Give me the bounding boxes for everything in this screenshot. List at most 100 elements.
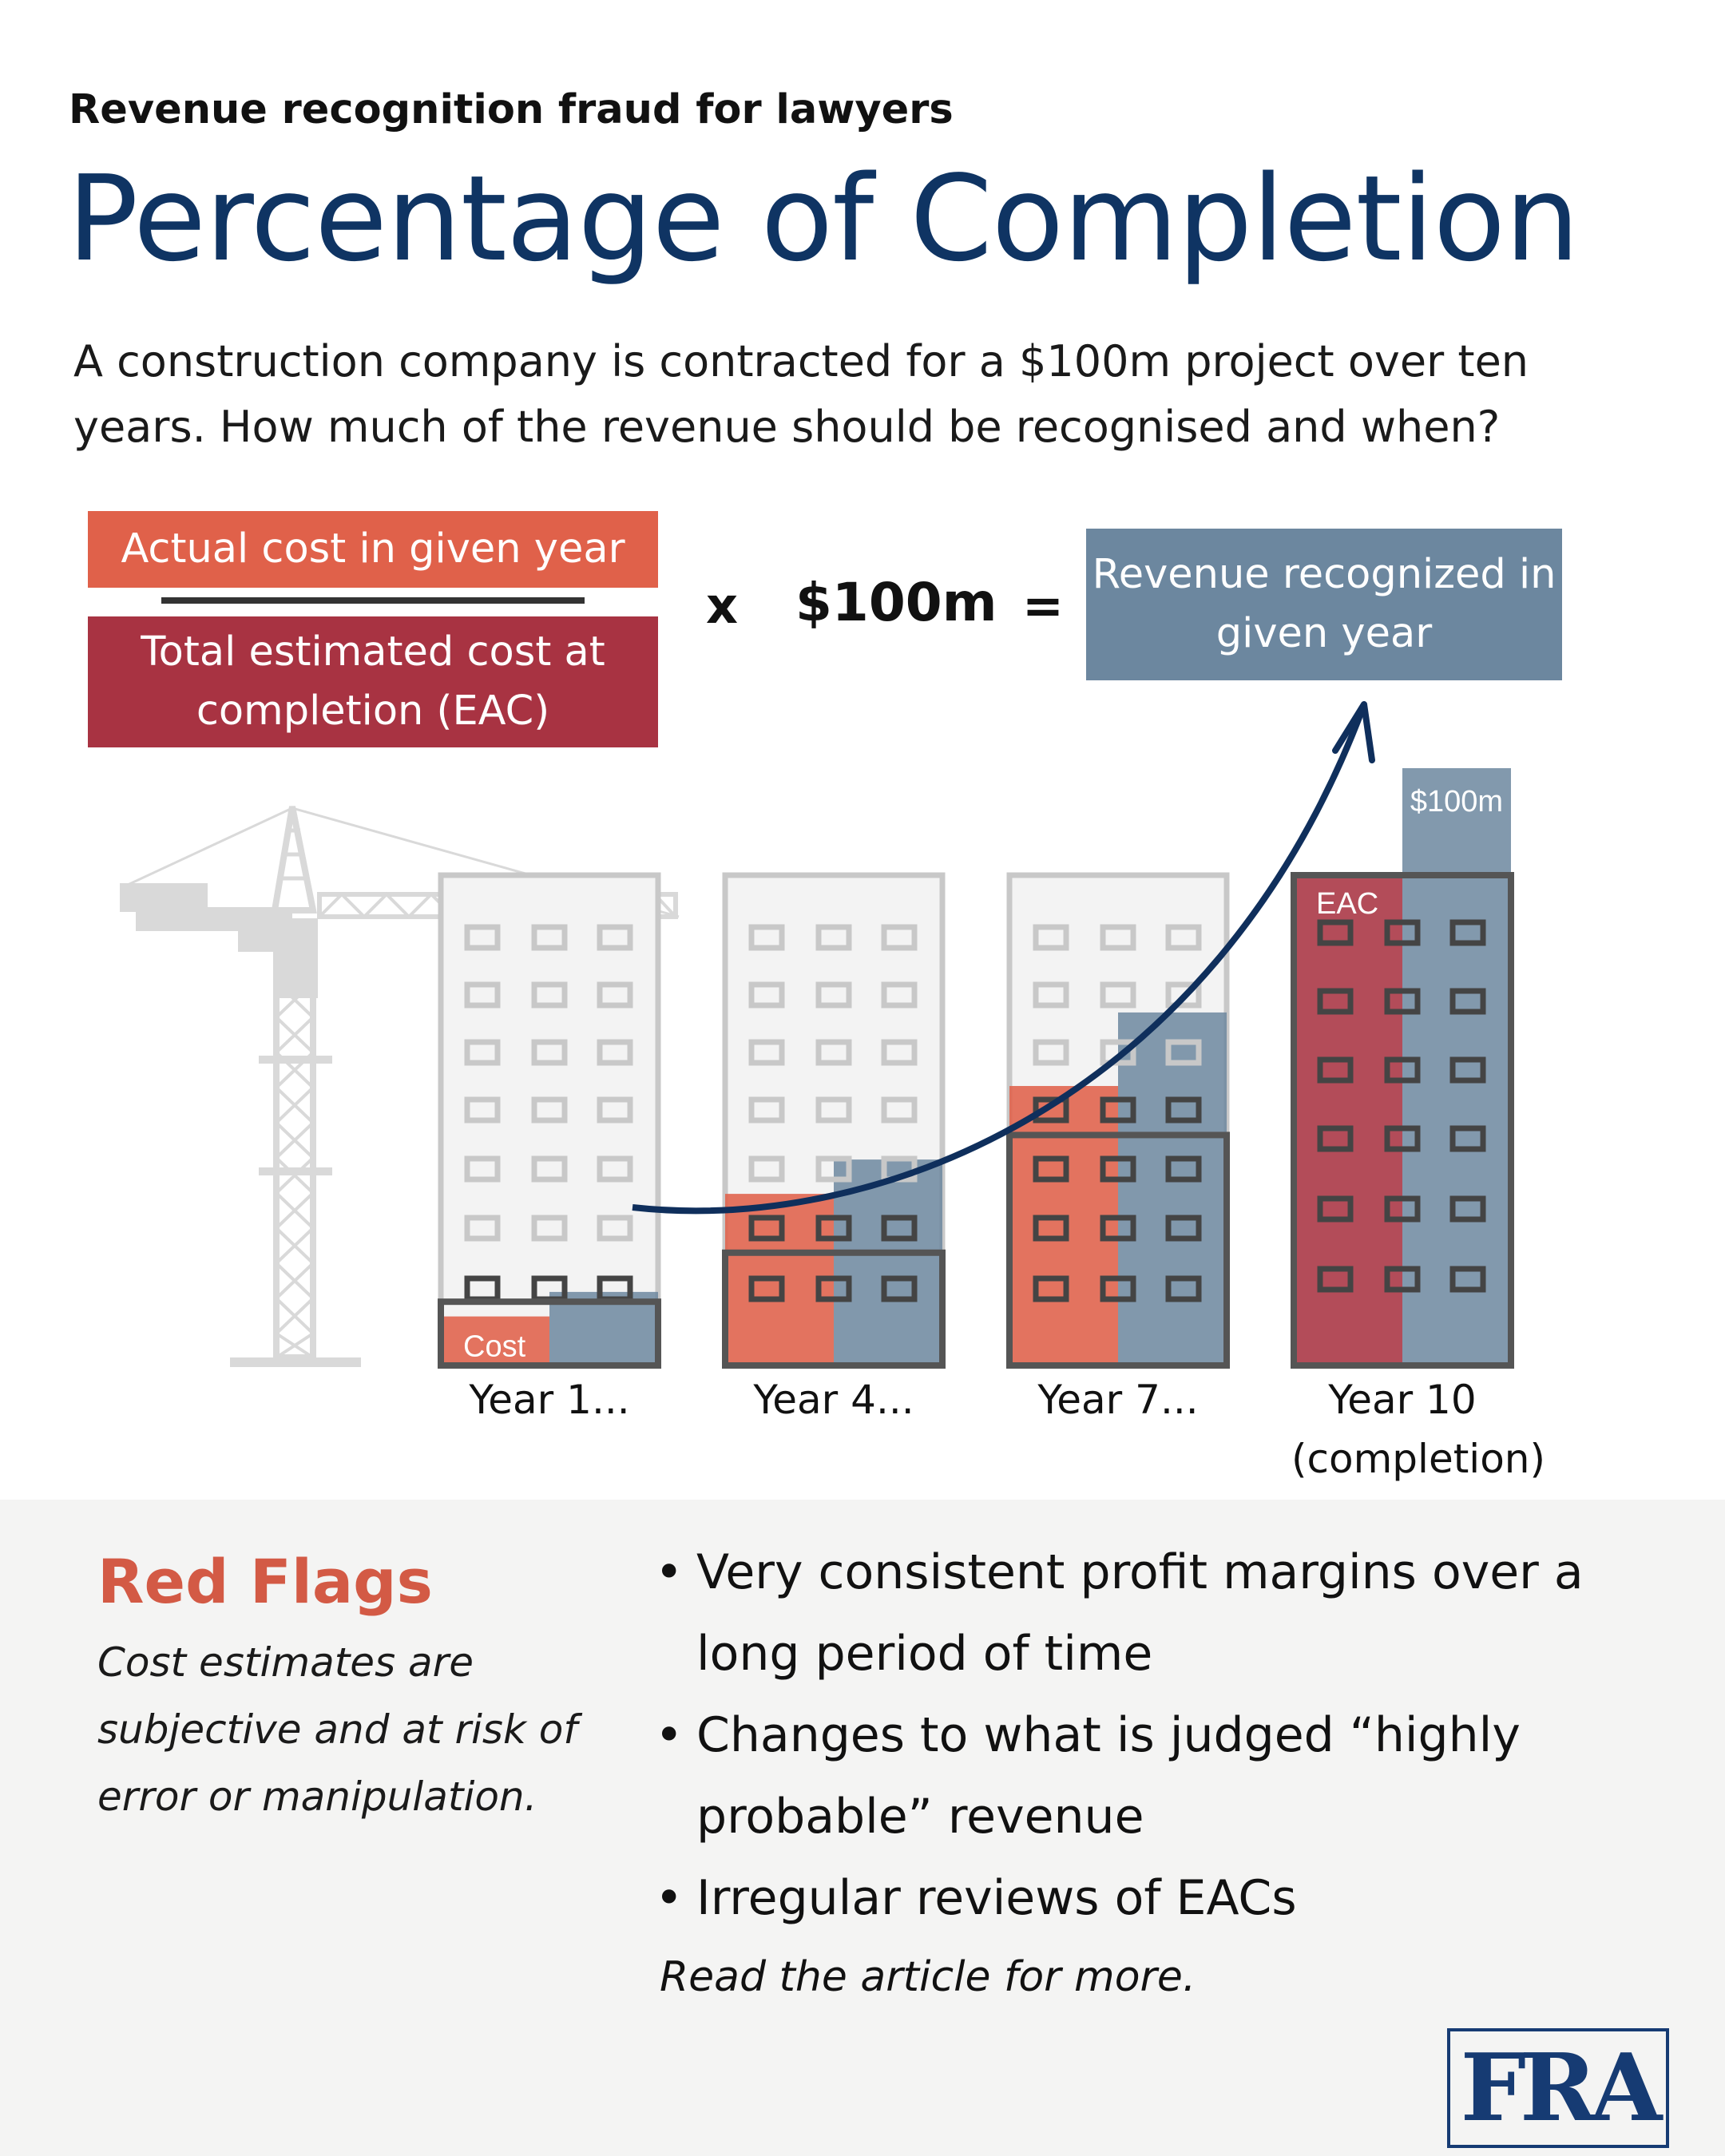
window-icon: [881, 1096, 918, 1124]
window-icon: [531, 1096, 568, 1124]
building-outline: [722, 1249, 946, 1369]
cost-label: Cost: [463, 1330, 526, 1364]
window-icon: [748, 981, 785, 1009]
window-icon: [748, 1096, 785, 1124]
window-icon: [531, 981, 568, 1009]
window-icon: [748, 1155, 785, 1183]
window-icon: [881, 924, 918, 951]
red-flags-title: Red Flags: [97, 1546, 433, 1617]
window-icon: [531, 1215, 568, 1242]
window-icon: [748, 1215, 785, 1242]
year-label: Year 10: [1327, 1377, 1476, 1423]
window-icon: [1100, 1155, 1136, 1183]
red-flags-subtitle: Cost estimates are subjective and at ris…: [97, 1639, 578, 1820]
window-icon: [1165, 1096, 1202, 1124]
window-icon: [531, 1155, 568, 1183]
read-more-text: Read the article for more.: [660, 1953, 1196, 2001]
window-icon: [464, 1155, 501, 1183]
window-icon: [881, 1215, 918, 1242]
red-flag-item: Irregular reviews of EACs: [655, 1857, 1613, 1939]
red-flags-list: Very consistent profit margins over a lo…: [655, 1532, 1613, 1939]
window-icon: [815, 924, 852, 951]
window-icon: [1449, 1125, 1486, 1152]
page-title: Percentage of Completion: [67, 150, 1580, 287]
window-icon: [1033, 1155, 1069, 1183]
window-icon: [1100, 1096, 1136, 1124]
window-icon: [1100, 981, 1136, 1009]
construction-scene: Cost Year 1... Year 4... Year 7... EAC $100m Y…: [120, 701, 1545, 1482]
year-label: Year 7...: [1037, 1377, 1198, 1423]
building: EAC $100m Year 10 (completion): [1291, 768, 1545, 1482]
window-icon: [1449, 1195, 1486, 1223]
formula-numerator: Actual cost in given year: [88, 511, 658, 588]
revenue-label: $100m: [1410, 785, 1503, 818]
window-icon: [1033, 981, 1069, 1009]
window-icon: [597, 1096, 633, 1124]
red-flag-item: Changes to what is judged “highly probab…: [655, 1694, 1613, 1857]
window-icon: [1317, 1056, 1354, 1084]
year-label-line2: (completion): [1291, 1436, 1545, 1482]
formula-denominator: Total estimated cost at completion (EAC): [88, 616, 658, 747]
window-icon: [815, 1275, 852, 1302]
building-outline: [1291, 872, 1514, 1369]
growth-arrow: [632, 707, 1366, 1215]
window-icon: [881, 1275, 918, 1302]
window-icon: [881, 981, 918, 1009]
window-icon: [597, 924, 633, 951]
window-icon: [597, 1155, 633, 1183]
window-icon: [815, 1096, 852, 1124]
year-label: Year 4...: [752, 1377, 914, 1423]
window-icon: [464, 1096, 501, 1124]
window-icon: [1033, 924, 1069, 951]
window-icon: [1449, 1056, 1486, 1084]
window-icon: [1165, 981, 1202, 1009]
window-icon: [597, 1215, 633, 1242]
window-icon: [531, 1039, 568, 1066]
window-icon: [464, 1215, 501, 1242]
window-icon: [1384, 919, 1421, 946]
year-label: Year 1...: [468, 1377, 629, 1423]
window-icon: [1100, 1275, 1136, 1302]
fra-logo: FRA: [1447, 2028, 1669, 2148]
fra-logo-text: FRA: [1460, 2034, 1663, 2142]
window-icon: [464, 981, 501, 1009]
window-icon: [1165, 924, 1202, 951]
formula-result: Revenue recognized in given year: [1086, 529, 1562, 680]
window-icon: [1449, 988, 1486, 1015]
window-icon: [1317, 988, 1354, 1015]
formula-amount: $100m: [795, 572, 997, 633]
building: Year 7...: [1006, 872, 1230, 1423]
window-icon: [1384, 1195, 1421, 1223]
window-icon: [815, 981, 852, 1009]
building: Year 4...: [722, 872, 946, 1423]
window-icon: [1449, 919, 1486, 946]
fraction-line: [161, 597, 585, 604]
window-icon: [597, 1039, 633, 1066]
revenue-bar: [1118, 1012, 1227, 1365]
window-icon: [748, 1275, 785, 1302]
window-icon: [1100, 924, 1136, 951]
window-icon: [815, 1039, 852, 1066]
building: Cost Year 1...: [438, 872, 661, 1423]
window-icon: [748, 1039, 785, 1066]
window-icon: [1165, 1215, 1202, 1242]
window-icon: [1033, 1096, 1069, 1124]
window-icon: [1317, 1266, 1354, 1293]
red-flag-item: Very consistent profit margins over a lo…: [655, 1532, 1613, 1694]
window-icon: [1033, 1039, 1069, 1066]
window-icon: [1317, 1195, 1354, 1223]
window-icon: [1384, 1056, 1421, 1084]
intro-text: A construction company is contracted for…: [73, 336, 1529, 452]
window-icon: [815, 1215, 852, 1242]
formula-times: x: [706, 577, 738, 635]
window-icon: [1449, 1266, 1486, 1293]
formula-equals: =: [1022, 577, 1064, 635]
window-icon: [597, 981, 633, 1009]
window-icon: [1384, 988, 1421, 1015]
window-icon: [1165, 1155, 1202, 1183]
cost-label: EAC: [1316, 887, 1378, 921]
window-icon: [881, 1039, 918, 1066]
window-icon: [748, 924, 785, 951]
revenue-bar: [1402, 768, 1511, 1365]
cost-bar: [441, 1316, 549, 1365]
